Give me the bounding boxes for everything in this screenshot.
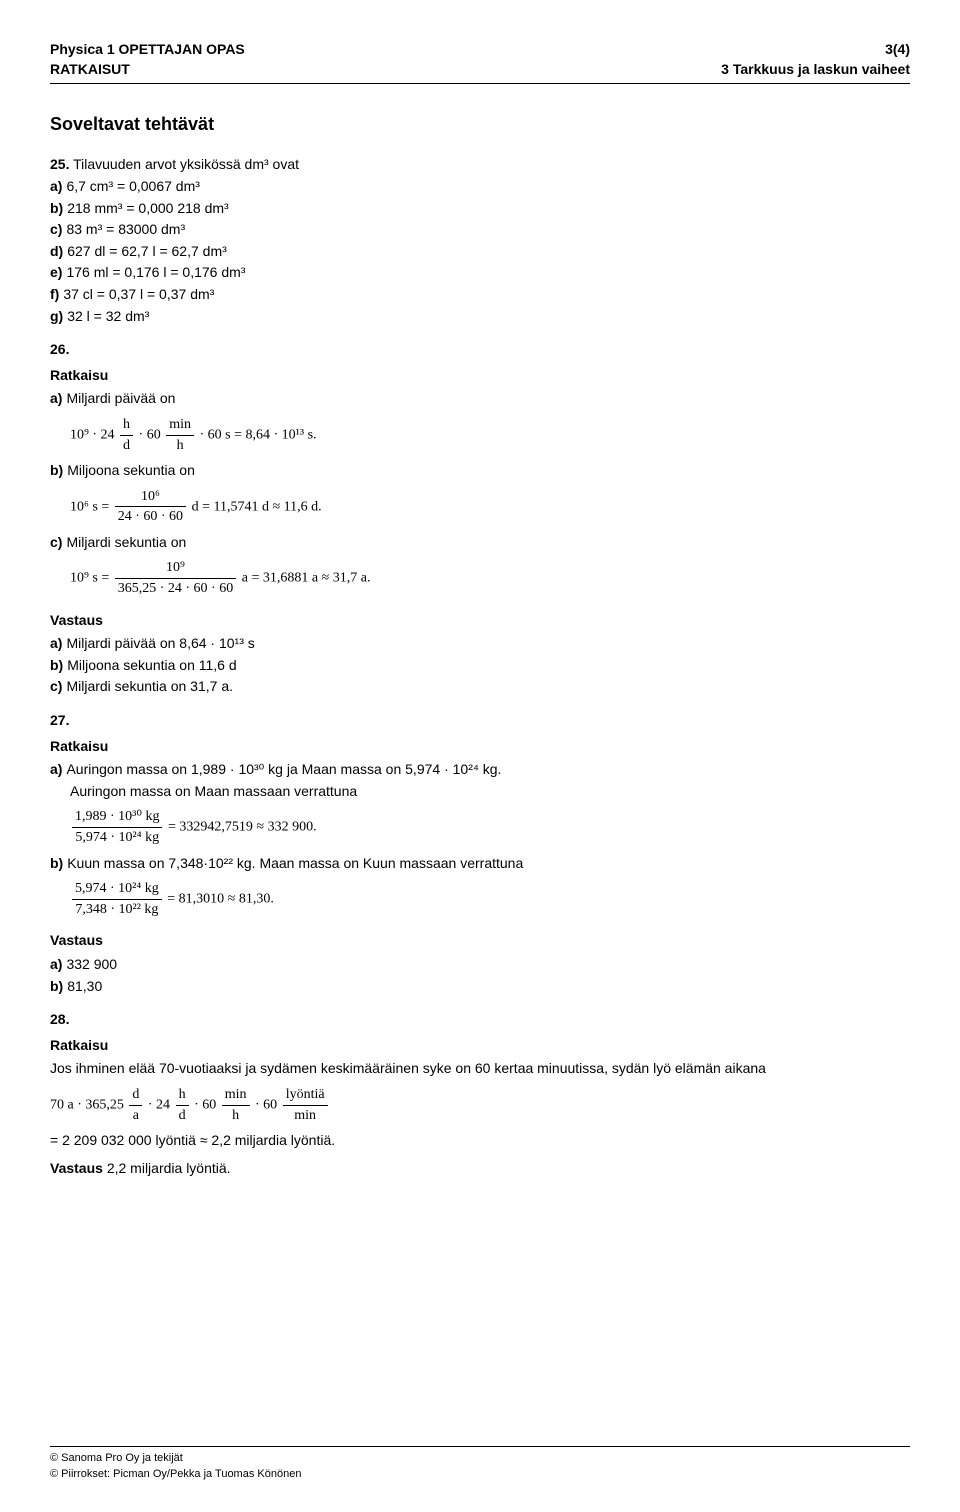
q26-c-math: 10⁹ s = 10⁹365,25 · 24 · 60 · 60 a = 31,… [70, 558, 910, 598]
m: · 60 [139, 427, 161, 442]
header-left-1: Physica 1 OPETTAJAN OPAS [50, 40, 245, 60]
page-header: Physica 1 OPETTAJAN OPAS RATKAISUT 3(4) … [50, 40, 910, 84]
header-left-2: RATKAISUT [50, 60, 245, 80]
q25-a-lbl: a) [50, 178, 62, 194]
q26-a-math: 10⁹ · 24 hd · 60 minh · 60 s = 8,64 · 10… [70, 415, 910, 455]
m: · 60 [194, 1097, 216, 1112]
q27-vb: 81,30 [67, 978, 102, 994]
q25-b-lbl: b) [50, 200, 63, 216]
m: · 24 [148, 1097, 170, 1112]
frac: 1,989 · 10³⁰ kg5,974 · 10²⁴ kg [72, 807, 162, 847]
q25-b: 218 mm³ = 0,000 218 dm³ [67, 200, 228, 216]
footer-l1: © Sanoma Pro Oy ja tekijät [50, 1451, 910, 1466]
q27-va: 332 900 [66, 956, 117, 972]
q26-num: 26. [50, 341, 69, 357]
question-26: 26. Ratkaisu a)Miljardi päivää on 10⁹ · … [50, 340, 910, 697]
frac: minh [222, 1085, 250, 1125]
q25-c-lbl: c) [50, 221, 62, 237]
m: 10⁹ · 24 [70, 427, 115, 442]
m: 70 a · 365,25 [50, 1097, 124, 1112]
q28-result: = 2 209 032 000 lyöntiä ≈ 2,2 miljardia … [50, 1131, 910, 1151]
q26-va: Miljardi päivää on 8,64 · 10¹³ s [66, 635, 254, 651]
q25-e: 176 ml = 0,176 l = 0,176 dm³ [66, 264, 245, 280]
q25-e-lbl: e) [50, 264, 62, 280]
q25-f: 37 cl = 0,37 l = 0,37 dm³ [63, 286, 214, 302]
header-left: Physica 1 OPETTAJAN OPAS RATKAISUT [50, 40, 245, 79]
lbl: a) [50, 635, 62, 651]
q27-a-math: 1,989 · 10³⁰ kg5,974 · 10²⁴ kg = 332942,… [70, 807, 910, 847]
lbl: b) [50, 978, 63, 994]
m: = 332942,7519 ≈ 332 900. [168, 820, 317, 835]
frac: hd [120, 415, 133, 455]
q26-b-text: Miljoona sekuntia on [67, 462, 195, 478]
q28-vastaus: Vastaus 2,2 miljardia lyöntiä. [50, 1159, 910, 1179]
q25-intro: Tilavuuden arvot yksikössä dm³ ovat [73, 156, 299, 172]
q25-g-lbl: g) [50, 308, 63, 324]
frac: minh [166, 415, 194, 455]
q26-vc: Miljardi sekuntia on 31,7 a. [66, 678, 233, 694]
q27-num: 27. [50, 712, 69, 728]
header-right-2: 3 Tarkkuus ja laskun vaiheet [721, 60, 910, 80]
q25-d: 627 dl = 62,7 l = 62,7 dm³ [67, 243, 227, 259]
lbl: b) [50, 657, 63, 673]
q27-b-lbl: b) [50, 855, 63, 871]
q27-b-math: 5,974 · 10²⁴ kg7,348 · 10²² kg = 81,3010… [70, 879, 910, 919]
frac: 10⁶24 · 60 · 60 [115, 487, 186, 527]
q26-b-lbl: b) [50, 462, 63, 478]
q26-vastaus: Vastaus [50, 611, 910, 631]
q27-a-lbl: a) [50, 761, 62, 777]
q25-c: 83 m³ = 83000 dm³ [66, 221, 185, 237]
lbl: a) [50, 956, 62, 972]
q25-g: 32 l = 32 dm³ [67, 308, 149, 324]
frac: lyöntiämin [283, 1085, 328, 1125]
q28-math: 70 a · 365,25 da · 24 hd · 60 minh · 60 … [50, 1085, 910, 1125]
q26-b-math: 10⁶ s = 10⁶24 · 60 · 60 d = 11,5741 d ≈ … [70, 487, 910, 527]
footer-l2: © Piirrokset: Picman Oy/Pekka ja Tuomas … [50, 1467, 910, 1482]
question-28: 28. Ratkaisu Jos ihminen elää 70-vuotiaa… [50, 1010, 910, 1178]
q26-vb: Miljoona sekuntia on 11,6 d [67, 657, 236, 673]
header-right: 3(4) 3 Tarkkuus ja laskun vaiheet [721, 40, 910, 79]
q27-ratkaisu: Ratkaisu [50, 737, 910, 757]
q25-a: 6,7 cm³ = 0,0067 dm³ [66, 178, 199, 194]
q26-a-text: Miljardi päivää on [66, 390, 175, 406]
m: · 60 s = 8,64 · 10¹³ s. [200, 427, 317, 442]
q28-num: 28. [50, 1011, 69, 1027]
m: = 81,3010 ≈ 81,30. [167, 892, 274, 907]
q28-intro: Jos ihminen elää 70-vuotiaaksi ja sydäme… [50, 1059, 910, 1079]
frac: hd [176, 1085, 189, 1125]
q26-a-lbl: a) [50, 390, 62, 406]
q27-vastaus: Vastaus [50, 931, 910, 951]
frac: 10⁹365,25 · 24 · 60 · 60 [115, 558, 237, 598]
q27-a-l1: Auringon massa on 1,989 · 10³⁰ kg ja Maa… [66, 761, 501, 777]
m: a = 31,6881 a ≈ 31,7 a. [242, 571, 371, 586]
q28-ratkaisu: Ratkaisu [50, 1036, 910, 1056]
section-title: Soveltavat tehtävät [50, 112, 910, 137]
m: d = 11,5741 d ≈ 11,6 d. [192, 499, 322, 514]
q27-b-line: Kuun massa on 7,348·10²² kg. Maan massa … [67, 855, 523, 871]
question-27: 27. Ratkaisu a)Auringon massa on 1,989 ·… [50, 711, 910, 996]
m: 10⁹ s = [70, 571, 109, 586]
q25-f-lbl: f) [50, 286, 59, 302]
frac: 5,974 · 10²⁴ kg7,348 · 10²² kg [72, 879, 162, 919]
q26-c-text: Miljardi sekuntia on [66, 534, 186, 550]
q27-a-l2: Auringon massa on Maan massaan verrattun… [70, 782, 910, 802]
q25-num: 25. [50, 156, 69, 172]
q26-c-lbl: c) [50, 534, 62, 550]
q25-d-lbl: d) [50, 243, 63, 259]
page-footer: © Sanoma Pro Oy ja tekijät © Piirrokset:… [50, 1446, 910, 1482]
m: 10⁶ s = [70, 499, 109, 514]
lbl: c) [50, 678, 62, 694]
q26-ratkaisu: Ratkaisu [50, 366, 910, 386]
m: · 60 [255, 1097, 277, 1112]
question-25: 25. Tilavuuden arvot yksikössä dm³ ovat … [50, 155, 910, 326]
header-right-1: 3(4) [721, 40, 910, 60]
frac: da [129, 1085, 142, 1125]
